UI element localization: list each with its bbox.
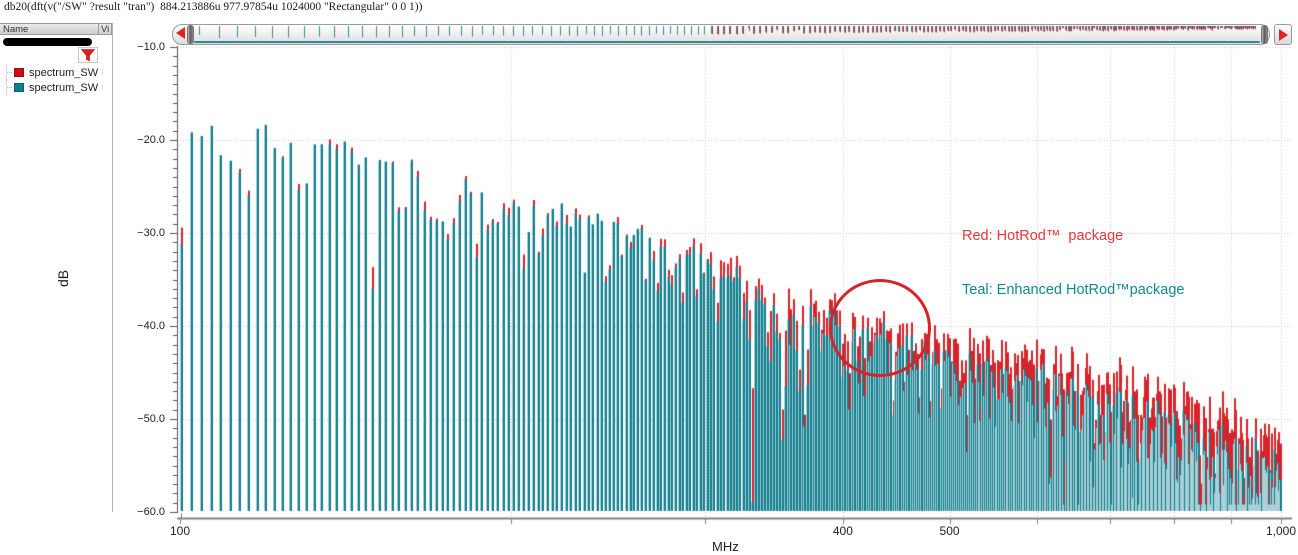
y-tick-label: −50.0 — [137, 413, 165, 425]
x-tick-label: 100 — [169, 524, 191, 538]
red-annotation-line: Red: HotRod™ package — [962, 228, 1124, 244]
y-tick-label: −10.0 — [137, 41, 165, 53]
trace-panel-header: Name Vi — [0, 23, 112, 35]
scroll-right-arrow-icon — [1278, 28, 1288, 41]
x-tick-label: 1,000 — [1265, 524, 1297, 538]
red-trace-swatch — [14, 68, 24, 77]
y-axis-title: dB — [55, 269, 71, 287]
teal-trace-swatch — [14, 83, 24, 92]
package-annotation: Red: HotRod™ package Teal: Enhanced HotR… — [962, 191, 1184, 317]
filter-button[interactable] — [78, 47, 98, 63]
name-column-header[interactable]: Name — [3, 23, 29, 35]
y-tick-label: −60.0 — [137, 506, 165, 518]
scroll-left-arrow-icon[interactable] — [176, 27, 185, 39]
tree-connector — [6, 65, 14, 80]
y-tick-label: −20.0 — [137, 134, 165, 146]
teal-annotation-line: Teal: Enhanced HotRod™package — [962, 282, 1185, 298]
spectrum-plot-canvas[interactable] — [130, 40, 1298, 525]
trace-label: spectrum_SW — [29, 66, 99, 79]
drag-dots-icon: ⁝ — [101, 67, 104, 77]
y-tick-label: −30.0 — [137, 227, 165, 239]
overview-spectrum-canvas[interactable] — [195, 25, 1259, 41]
expression-text[interactable]: db20(dft(v("/SW" ?result "tran") 884.213… — [4, 1, 423, 13]
visible-column-header[interactable]: Vi — [98, 23, 111, 35]
x-tick-label: 400 — [832, 524, 853, 538]
trace-label: spectrum_SW — [29, 81, 99, 94]
x-axis-title: MHz — [712, 539, 739, 554]
x-tick-label: 500 — [939, 524, 960, 538]
drag-dots-icon: ⁝ — [101, 82, 104, 92]
legend-item-red[interactable]: spectrum_SW ⁝ — [0, 65, 112, 80]
legend-item-teal[interactable]: spectrum_SW ⁝ — [0, 80, 112, 95]
funnel-icon — [81, 48, 95, 61]
panel-divider[interactable] — [112, 23, 113, 512]
tree-connector — [6, 80, 14, 95]
selected-trace-name-redacted[interactable] — [3, 38, 92, 46]
y-tick-label: −40.0 — [137, 320, 165, 332]
highlight-circle-annotation — [828, 278, 931, 377]
trace-legend: spectrum_SW ⁝ spectrum_SW ⁝ — [0, 65, 112, 95]
trace-panel: Name Vi spectrum_SW ⁝ spectrum_SW ⁝ — [0, 23, 112, 515]
